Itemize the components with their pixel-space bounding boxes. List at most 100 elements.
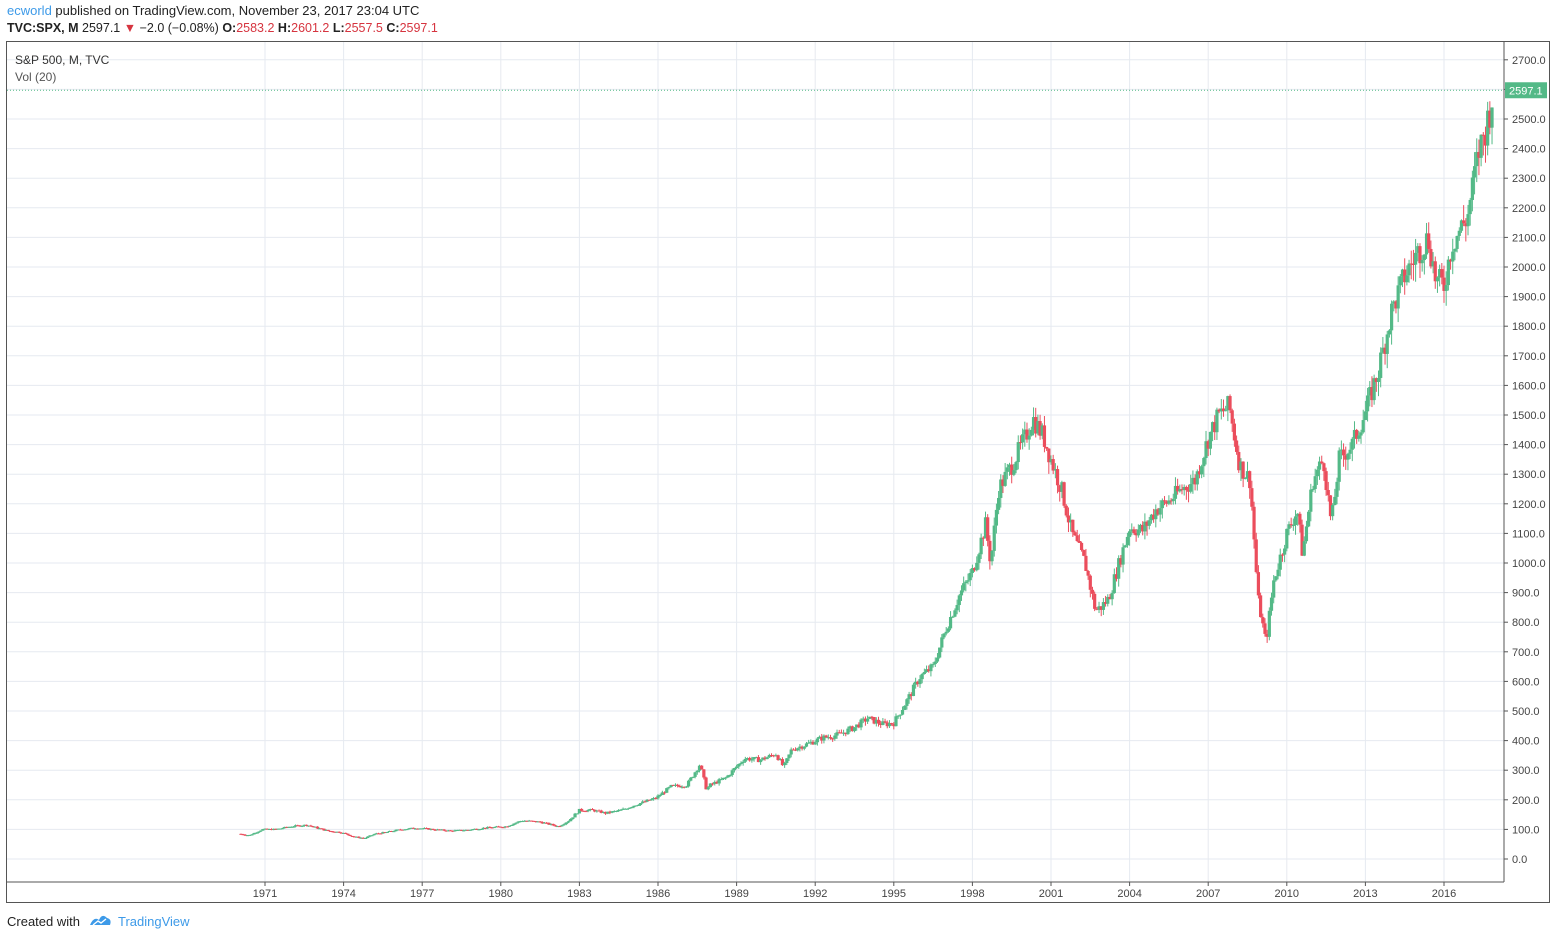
candle-body <box>953 610 957 617</box>
chart-panel[interactable]: 2700.02600.02500.02400.02300.02200.02100… <box>6 41 1550 903</box>
candle-body <box>1328 495 1333 517</box>
candle-body <box>1250 488 1254 507</box>
candle-body <box>1034 417 1038 434</box>
tradingview-brand-link[interactable]: TradingView <box>117 913 190 929</box>
candle-body <box>1427 233 1431 249</box>
candle-body <box>1069 519 1073 523</box>
candle-body <box>1086 570 1090 576</box>
symbol-line: TVC:SPX, M 2597.1 ▼ −2.0 (−0.08%) O:2583… <box>7 21 438 35</box>
candle-body <box>835 732 839 736</box>
y-tick-label: 1900.0 <box>1512 292 1546 304</box>
candle-body <box>560 825 564 827</box>
candle-body <box>739 763 743 765</box>
candle-body <box>1110 593 1114 600</box>
candle-body <box>933 661 937 665</box>
candle-body <box>326 829 330 831</box>
candle-body <box>1066 515 1071 523</box>
candle-body <box>1309 489 1313 512</box>
candle-body <box>435 829 440 831</box>
candle-body <box>1073 532 1077 536</box>
candle-body <box>390 830 394 832</box>
candle-body <box>427 828 431 830</box>
price-chart[interactable]: 2700.02600.02500.02400.02300.02200.02100… <box>7 42 1549 902</box>
candle-body <box>342 832 346 834</box>
candle-body <box>1036 421 1040 434</box>
last-price-label: 2597.1 <box>1509 85 1543 97</box>
candle-body <box>1010 464 1014 475</box>
candle-body <box>1455 235 1459 249</box>
candle-body <box>1272 580 1276 598</box>
candle-body <box>1180 489 1184 491</box>
candle-body <box>706 787 710 790</box>
candle-body <box>885 722 889 727</box>
candle-body <box>732 768 737 771</box>
candle-body <box>911 684 916 697</box>
candle-body <box>793 749 798 751</box>
candle-body <box>1418 246 1422 264</box>
candle-body <box>1376 377 1381 382</box>
candle-body <box>400 829 405 831</box>
candle-body <box>1261 617 1265 624</box>
candle-body <box>625 808 630 810</box>
y-tick-label: 1100.0 <box>1512 528 1545 540</box>
candle-body <box>374 833 378 835</box>
candle-body <box>1014 462 1018 471</box>
candle-body <box>1283 548 1287 555</box>
candle-body <box>1184 486 1188 491</box>
candle-body <box>1300 524 1304 556</box>
candle-body <box>1234 440 1239 452</box>
candle-body <box>531 820 536 822</box>
candle-body <box>1298 513 1302 525</box>
y-tick-label: 600.0 <box>1512 676 1540 688</box>
candle-body <box>671 784 675 786</box>
candle-body <box>1479 134 1483 158</box>
candle-body <box>1307 511 1311 527</box>
candle-body <box>1204 441 1208 459</box>
candle-body <box>492 827 496 829</box>
candle-body <box>918 679 922 685</box>
candle-body <box>1239 461 1243 471</box>
author-link[interactable]: ecworld <box>7 3 52 18</box>
candle-body <box>1160 500 1164 509</box>
candle-body <box>459 829 464 831</box>
candle-body <box>438 829 442 831</box>
candle-body <box>597 810 601 812</box>
candle-body <box>411 827 416 829</box>
candle-body <box>265 828 269 830</box>
candle-body <box>988 540 992 562</box>
candle-body <box>577 808 581 814</box>
candle-body <box>612 810 616 812</box>
candle-body <box>553 825 557 827</box>
candle-body <box>1117 558 1121 579</box>
candle-body <box>1390 303 1394 331</box>
candle-body <box>529 820 533 822</box>
candle-body <box>724 777 728 779</box>
candle-body <box>708 783 712 788</box>
low-value: 2557.5 <box>344 21 383 35</box>
candle-body <box>796 748 800 751</box>
footer: Created with TradingView <box>7 913 190 929</box>
candle-body <box>1374 378 1378 382</box>
candle-body <box>636 804 640 806</box>
x-tick-label: 1983 <box>567 888 591 900</box>
candle-body <box>516 821 520 823</box>
candle-body <box>348 834 352 836</box>
candle-body <box>1422 254 1426 261</box>
candle-body <box>645 799 649 802</box>
candle-body <box>1396 285 1400 309</box>
candle-body <box>309 825 313 827</box>
candle-body <box>676 784 680 786</box>
candle-body <box>1446 259 1450 286</box>
candle-body <box>866 718 870 722</box>
candle-body <box>359 837 363 839</box>
candle-body <box>1064 505 1068 516</box>
candle-body <box>444 830 448 832</box>
candle-body <box>859 719 863 728</box>
candle-body <box>477 829 481 831</box>
candle-body <box>1165 501 1169 504</box>
candle-body <box>488 826 492 828</box>
y-tick-label: 0.0 <box>1512 854 1527 866</box>
candle-body <box>1071 519 1075 533</box>
candle-body <box>741 761 745 764</box>
candle-body <box>1088 575 1092 590</box>
